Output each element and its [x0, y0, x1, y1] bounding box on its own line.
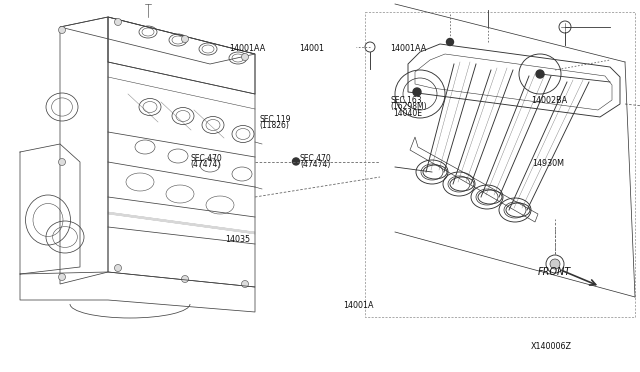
Text: 14930M: 14930M	[532, 159, 564, 168]
Text: SEC.119: SEC.119	[259, 115, 291, 124]
Text: (47474): (47474)	[300, 160, 330, 169]
Text: SEC.470: SEC.470	[191, 154, 223, 163]
Text: 14001: 14001	[300, 44, 324, 53]
Text: 14001AA: 14001AA	[390, 44, 427, 53]
Circle shape	[115, 264, 122, 272]
Circle shape	[115, 19, 122, 26]
Circle shape	[447, 38, 454, 45]
Text: SEC.163: SEC.163	[390, 96, 422, 105]
Text: (47474): (47474)	[191, 160, 221, 169]
Circle shape	[413, 88, 421, 96]
Text: 14035: 14035	[225, 235, 250, 244]
Text: SEC.470: SEC.470	[300, 154, 332, 163]
Text: FRONT: FRONT	[538, 267, 571, 277]
Circle shape	[241, 280, 248, 288]
Text: X140006Z: X140006Z	[531, 342, 572, 351]
Circle shape	[292, 158, 300, 165]
Circle shape	[536, 70, 544, 78]
Text: (16298M): (16298M)	[390, 102, 427, 111]
Text: 14001AA: 14001AA	[229, 44, 266, 53]
Circle shape	[241, 54, 248, 61]
Circle shape	[58, 273, 65, 280]
Text: 14001A: 14001A	[343, 301, 374, 310]
Circle shape	[182, 276, 189, 282]
Circle shape	[182, 35, 189, 42]
Text: 14002BA: 14002BA	[531, 96, 567, 105]
Circle shape	[550, 259, 560, 269]
Circle shape	[58, 26, 65, 33]
Text: (11826): (11826)	[259, 121, 289, 130]
Circle shape	[58, 158, 65, 166]
Text: 14040E: 14040E	[394, 109, 422, 118]
